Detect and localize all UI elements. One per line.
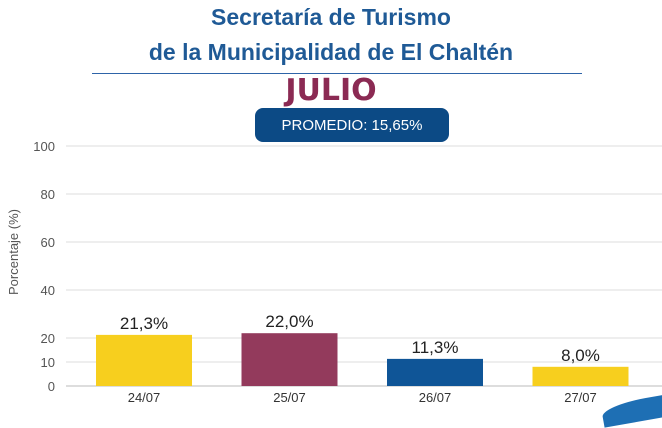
bar-26-07: [387, 358, 483, 386]
y-tick-label: 10: [41, 355, 55, 370]
bar-value-label: 21,3%: [120, 314, 168, 333]
bar-25-07: [241, 333, 338, 386]
title-line-1: Secretaría de Turismo: [211, 4, 451, 30]
bar-chart: 0 10 20 40 60 80 100 Porcentaje (%) 21,3% 22,0%…: [6, 139, 662, 405]
x-tick-labels: 24/07 25/07 26/07 27/07: [128, 390, 597, 405]
y-tick-label: 100: [33, 139, 55, 154]
x-tick-label: 25/07: [273, 390, 306, 405]
x-tick-label: 27/07: [564, 390, 597, 405]
y-tick-label: 20: [41, 331, 55, 346]
title-divider: [92, 73, 582, 74]
bar-value-label: 22,0%: [265, 312, 313, 331]
bar-value-label: 11,3%: [412, 338, 459, 357]
average-badge: PROMEDIO: 15,65%: [255, 108, 449, 142]
x-tick-label: 24/07: [128, 390, 161, 405]
y-tick-label: 40: [41, 283, 55, 298]
y-axis-label: Porcentaje (%): [6, 209, 21, 295]
y-tick-labels: 0 10 20 40 60 80 100: [33, 139, 55, 394]
y-tick-label: 60: [41, 235, 55, 250]
y-tick-label: 80: [41, 187, 55, 202]
bar-value-label: 8,0%: [561, 346, 600, 365]
y-tick-label: 0: [48, 379, 55, 394]
month-label: JULIO: [285, 73, 377, 108]
bar-27-07: [532, 366, 629, 386]
x-tick-label: 26/07: [419, 390, 452, 405]
bar-24-07: [96, 334, 192, 386]
title-line-2: de la Municipalidad de El Chaltén: [148, 39, 514, 65]
bars: 21,3% 22,0% 11,3% 8,0%: [96, 312, 629, 386]
